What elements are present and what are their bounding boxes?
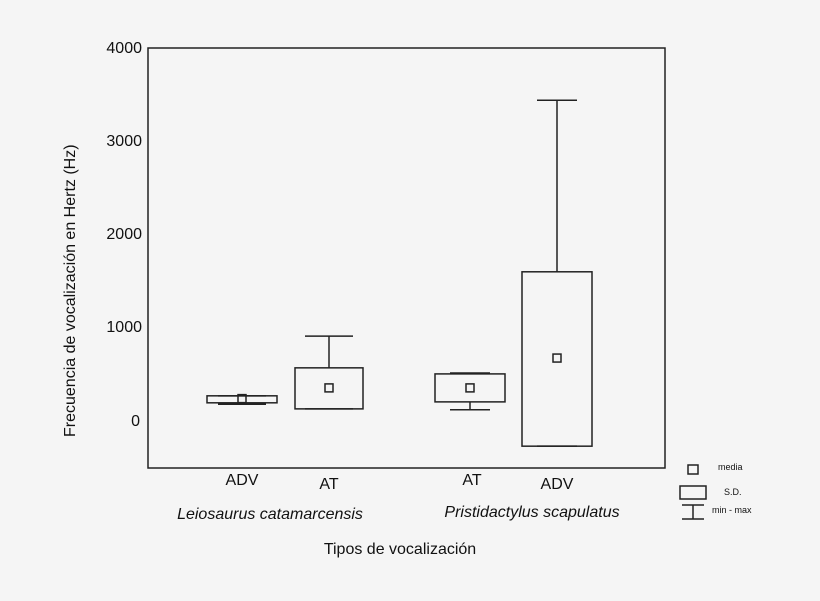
group-label-pristidactylus: Pristidactylus scapulatus: [444, 504, 620, 521]
legend-mean-icon: [687, 464, 699, 475]
xtick-ps-at: AT: [462, 472, 482, 489]
legend-label-minmax: min - max: [712, 505, 752, 515]
ytick-1000: 1000: [106, 319, 142, 336]
xtick-lc-adv: ADV: [225, 472, 259, 489]
mean-marker-adv-3: [552, 353, 562, 363]
legend-label-sd: S.D.: [724, 487, 742, 497]
sd-box-at-2: [434, 373, 506, 403]
mean-marker-at-1: [324, 383, 334, 393]
mean-marker-adv-0: [237, 393, 247, 404]
sd-box-adv-0: [206, 395, 278, 404]
plot-frame: [147, 47, 666, 469]
ytick-4000: 4000: [106, 40, 142, 57]
xtick-ps-adv: ADV: [540, 476, 574, 493]
ytick-0: 0: [131, 413, 140, 430]
boxes-layer: [206, 99, 593, 447]
mean-marker-at-2: [465, 383, 475, 393]
ytick-2000: 2000: [106, 226, 142, 243]
ytick-3000: 3000: [106, 133, 142, 150]
legend: [679, 464, 707, 520]
xtick-lc-at: AT: [319, 476, 339, 493]
sd-box-at-1: [294, 367, 364, 410]
x-axis-label: Tipos de vocalización: [323, 541, 477, 558]
sd-box-adv-3: [521, 271, 593, 447]
y-axis-label: Frecuencia de vocalización en Hertz (Hz): [62, 144, 79, 437]
legend-label-media: media: [718, 462, 743, 472]
legend-sd-icon: [679, 485, 707, 500]
group-label-leiosaurus: Leiosaurus catamarcensis: [177, 506, 363, 523]
